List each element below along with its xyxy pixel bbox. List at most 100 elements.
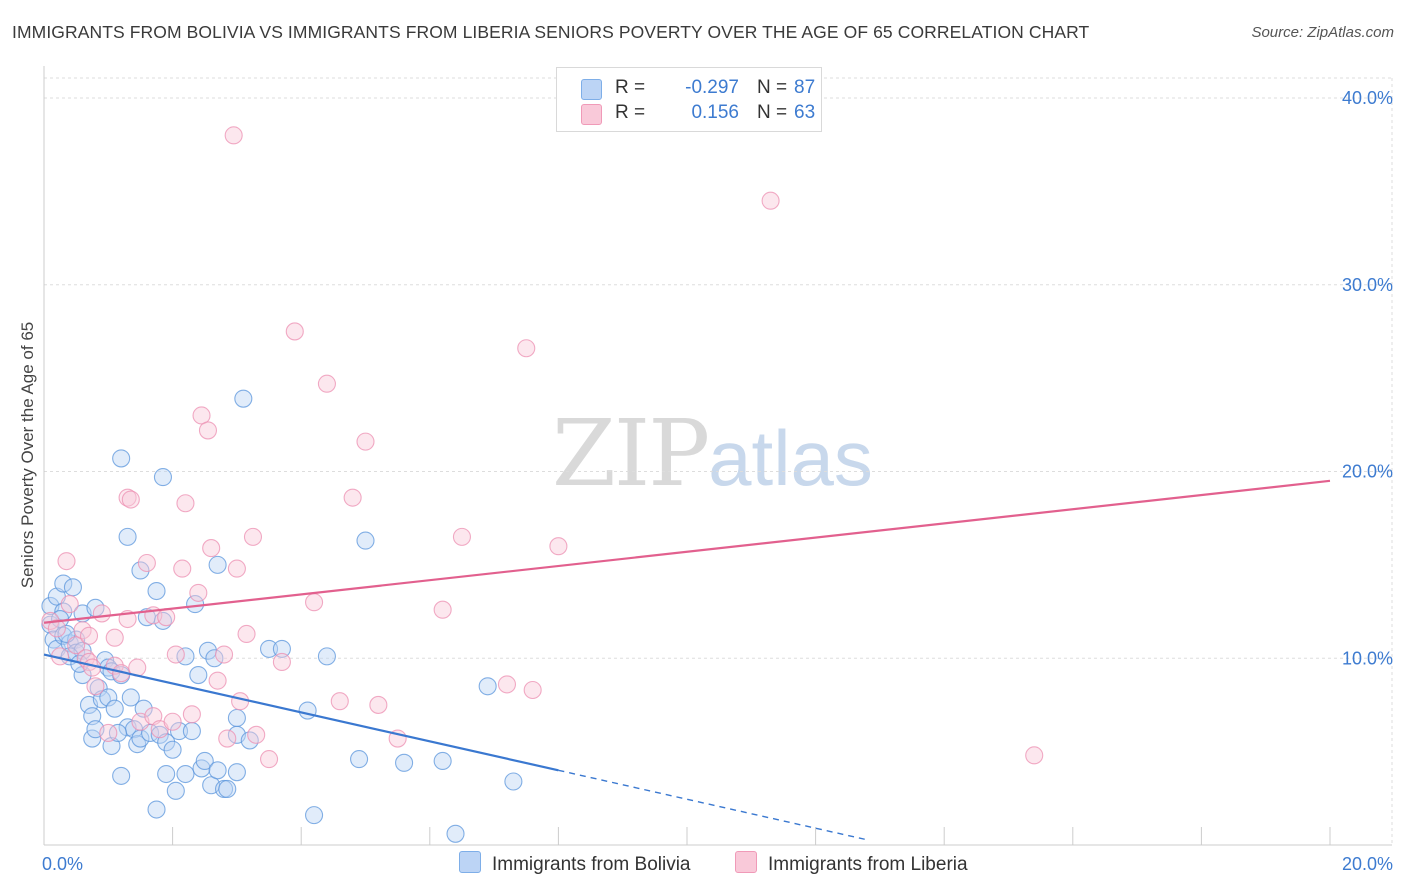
x-tick-label: 20.0%: [1342, 854, 1393, 874]
legend-n-value: 63: [794, 102, 816, 123]
bolivia-point: [182, 722, 201, 741]
bolivia-point: [99, 688, 118, 707]
liberia-point: [317, 374, 336, 393]
bolivia-point: [298, 701, 317, 720]
liberia-point: [237, 624, 256, 644]
bolivia-trend-line: [43, 653, 559, 772]
y-axis-label: Seniors Poverty Over the Age of 65: [18, 322, 37, 588]
bolivia-point: [166, 781, 185, 800]
legend-swatch-bolivia: [581, 79, 602, 100]
bolivia-point: [218, 779, 237, 799]
bolivia-point: [395, 753, 414, 772]
liberia-point: [157, 608, 176, 627]
liberia-point: [761, 191, 780, 210]
legend-n-label: N =: [757, 77, 788, 98]
bolivia-point: [227, 763, 246, 782]
bolivia-point: [105, 699, 124, 718]
correlation-legend: R = -0.297 N = 87 R = 0.156 N = 63: [556, 67, 822, 132]
bolivia-trend-extension: [558, 769, 868, 841]
bolivia-point: [147, 581, 166, 601]
liberia-point: [182, 705, 201, 724]
liberia-point: [356, 432, 375, 451]
bolivia-point: [131, 561, 150, 580]
bolivia-point: [147, 800, 166, 819]
bolivia-point: [317, 647, 336, 666]
liberia-point: [57, 552, 76, 571]
liberia-point: [60, 595, 79, 614]
bolivia-point: [163, 740, 182, 759]
liberia-point: [247, 725, 266, 744]
bolivia-point: [118, 527, 137, 546]
source-label: Source: ZipAtlas.com: [1251, 24, 1394, 41]
bolivia-point: [272, 639, 291, 658]
bolivia-point: [157, 733, 176, 752]
liberia-point: [189, 583, 208, 602]
y-tick-label: 30.0%: [1342, 275, 1393, 295]
y-tick-label: 10.0%: [1342, 648, 1393, 668]
liberia-point: [144, 707, 163, 726]
liberia-point: [517, 339, 536, 358]
bottom-legend-label: Immigrants from Liberia: [768, 854, 968, 875]
liberia-point: [1025, 746, 1044, 765]
bolivia-point: [259, 639, 279, 658]
liberia-point: [231, 692, 250, 711]
chart-title: IMMIGRANTS FROM BOLIVIA VS IMMIGRANTS FR…: [12, 22, 1090, 42]
bolivia-point: [305, 806, 324, 825]
bolivia-point: [54, 574, 73, 593]
liberia-point: [330, 692, 349, 711]
bottom-legend-swatch-bolivia: [459, 851, 481, 873]
legend-swatch-liberia: [581, 104, 602, 125]
liberia-point: [549, 537, 568, 556]
liberia-point: [79, 626, 99, 645]
legend-r-label: R =: [615, 77, 646, 98]
liberia-point: [192, 406, 211, 425]
liberia-point: [224, 126, 243, 145]
liberia-point: [67, 636, 86, 655]
bolivia-point: [150, 725, 169, 744]
bolivia-point: [176, 764, 195, 784]
bottom-legend-bolivia: Immigrants from Bolivia: [459, 851, 691, 876]
liberia-point: [285, 322, 304, 341]
liberia-point: [202, 539, 221, 558]
bolivia-point: [234, 389, 253, 408]
legend-r-label: R =: [615, 102, 646, 123]
bolivia-point: [189, 666, 208, 685]
bolivia-point: [128, 735, 147, 754]
liberia-point: [497, 675, 517, 694]
liberia-point: [452, 527, 472, 546]
bolivia-point: [92, 690, 111, 709]
bolivia-point: [63, 578, 82, 597]
liberia-point: [208, 671, 227, 690]
liberia-point: [105, 628, 124, 647]
watermark-atlas: atlas: [708, 414, 873, 502]
liberia-point: [121, 490, 140, 509]
liberia-point: [218, 729, 237, 748]
bottom-legend-label: Immigrants from Bolivia: [492, 854, 691, 875]
bolivia-point: [195, 751, 214, 771]
bolivia-point: [433, 751, 452, 771]
liberia-point: [243, 527, 263, 546]
bottom-legend-swatch-liberia: [735, 851, 757, 873]
liberia-point: [227, 559, 246, 578]
liberia-point: [99, 723, 118, 743]
bolivia-point: [208, 761, 227, 780]
bolivia-point: [112, 449, 131, 468]
bolivia-point: [227, 708, 246, 728]
legend-n-value: 87: [794, 77, 816, 98]
bolivia-point: [478, 677, 497, 696]
watermark-zip: ZIP: [552, 400, 710, 507]
liberia-point: [166, 645, 185, 664]
bottom-legend-liberia: Immigrants from Liberia: [735, 851, 968, 876]
bolivia-point: [89, 679, 108, 698]
bolivia-point: [356, 531, 375, 550]
legend-r-value: 0.156: [691, 102, 739, 123]
liberia-point: [259, 750, 279, 769]
liberia-point: [86, 677, 105, 696]
legend-n-label: N =: [757, 102, 788, 123]
bolivia-point: [205, 649, 224, 668]
bolivia-point: [350, 750, 369, 769]
bolivia-point: [208, 555, 227, 574]
bolivia-point: [108, 723, 127, 743]
liberia-point: [137, 553, 156, 573]
